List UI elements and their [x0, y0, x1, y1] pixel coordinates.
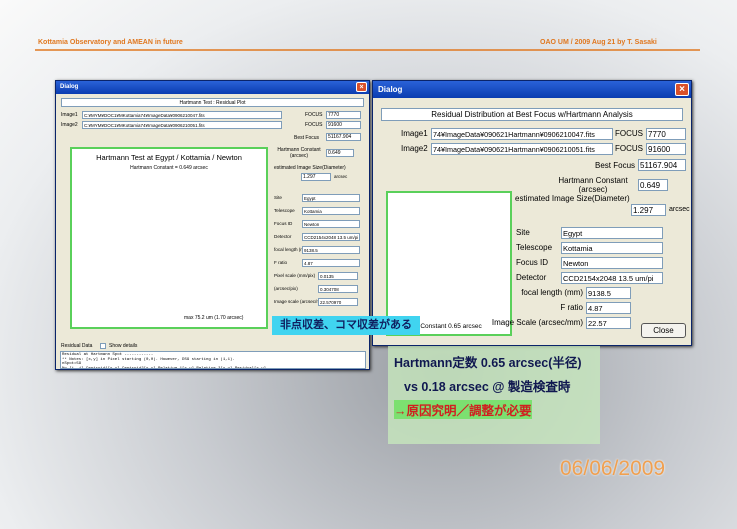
header-right: OAO UM / 2009 Aug 21 by T. Sasaki	[540, 39, 657, 46]
field-label: Detector	[274, 234, 292, 239]
plot-area: Hartmann Constant 0.65 arcsec	[386, 191, 512, 336]
log-line: Residual at Hartmann Spot ------------	[62, 353, 154, 357]
field-label: F ratio	[274, 260, 288, 265]
header-left: Kottamia Observatory and AMEAN in future	[38, 39, 183, 46]
focus-label: FOCUS	[305, 122, 323, 128]
heading: Hartmann Test : Residual Plot	[61, 98, 364, 107]
field-label: F ratio	[560, 303, 583, 312]
size-unit: arcsec	[334, 174, 348, 179]
field-value: 4.87	[302, 259, 360, 267]
heading: Residual Distribution at Best Focus w/Ha…	[381, 108, 683, 121]
best-focus-label: Best Focus	[595, 161, 636, 170]
field-value: CCD2154x2048 13.5 um/pi	[302, 233, 360, 241]
field-value: Newton	[302, 220, 360, 228]
field-label: Site	[274, 195, 282, 200]
plot-area: Hartmann Test at Egypt / Kottamia / Newt…	[70, 147, 268, 329]
focus-value: 7770	[326, 111, 361, 119]
field-label: Focus ID	[516, 258, 549, 267]
focus-value: 91600	[326, 121, 361, 129]
plot-label: Hartmann Constant 0.65 arcsec	[390, 323, 482, 330]
image-label: Image2	[401, 144, 428, 153]
field-value: Kottamia	[561, 242, 663, 254]
field-value: 0.0135	[318, 272, 358, 280]
image-path: 74¥ImageData¥090621Hartmann¥0906210047.f…	[431, 128, 613, 140]
field-label: Pixel scale (mm/pix)	[274, 273, 316, 278]
left-dialog: Dialog × Hartmann Test : Residual Plot Imag…	[55, 80, 370, 370]
field-value: 0.304708	[318, 285, 358, 293]
size: 1.297	[301, 173, 331, 181]
field-value: Newton	[561, 257, 663, 269]
log-area: Residual at Hartmann Spot ------------ *…	[60, 351, 366, 369]
size-label: estimated Image Size(Diameter)	[274, 165, 346, 171]
focus-value: 91600	[646, 143, 686, 155]
best-focus: 51167.904	[326, 133, 361, 141]
log-line: nSpot=59	[62, 362, 82, 367]
residual-data: Residual Data	[61, 343, 93, 349]
field-value: CCD2154x2048 13.5 um/pi	[561, 272, 663, 284]
constant-label: Hartmann Constant (arcsec)	[558, 176, 628, 194]
image-path: 74¥ImageData¥090621Hartmann¥0906210051.f…	[431, 143, 613, 155]
show-details: Show details	[109, 343, 138, 349]
title-bar: Dialog	[373, 81, 691, 98]
focus-label: FOCUS	[305, 112, 323, 118]
close-button[interactable]: ×	[675, 83, 689, 96]
field-value: 4.87	[586, 302, 631, 314]
size-label: estimated Image Size(Diameter)	[515, 194, 630, 203]
field-label: (arcsec/pix)	[274, 286, 298, 291]
field-value: 9138.5	[302, 246, 360, 254]
image-path: C:¥MYM¥DOC1¥MKottamia74¥ImageData¥090621…	[82, 111, 282, 119]
image-label: Image2	[61, 122, 78, 128]
constant: 0.649	[326, 149, 354, 157]
image-label: Image1	[401, 129, 428, 138]
focus-label: FOCUS	[615, 144, 643, 153]
note-box: Hartmann定数 0.65 arcsec(半径) vs 0.18 arcsec…	[388, 346, 600, 444]
callout: 非点収差、コマ収差がある	[272, 316, 420, 335]
right-dialog: Dialog × Residual Distribution at Best Foc…	[372, 80, 692, 346]
field-label: Telescope	[516, 243, 553, 252]
constant: 0.649	[638, 179, 668, 191]
plot-note: max 75.2 um (1.70 arcsec)	[184, 315, 244, 321]
focus-label: FOCUS	[615, 129, 643, 138]
note-line: →原因究明／調整が必要	[394, 400, 532, 419]
date: 06/06/2009	[560, 457, 666, 480]
field-label: Focus ID	[274, 221, 293, 226]
field-label: Image scale (arcsec/mm)	[274, 299, 326, 304]
field-value: Kottamia	[302, 207, 360, 215]
image-path: C:¥MYM¥DOC1¥MKottamia74¥ImageData¥090621…	[82, 121, 282, 129]
field-value: 22.570970	[318, 298, 358, 306]
field-value: 22.57	[586, 317, 631, 329]
field-label: Detector	[516, 273, 547, 282]
best-focus-label: Best Focus	[294, 135, 320, 141]
field-value: Egypt	[561, 227, 663, 239]
plot-subtitle: Hartmann Constant = 0.649 arcsec	[130, 165, 208, 171]
field-value: Egypt	[302, 194, 360, 202]
field-label: Site	[516, 228, 530, 237]
field-value: 9138.5	[586, 287, 631, 299]
log-line: No.[i, j] Centroid1[x,y] Centroid2[x,y] …	[62, 366, 267, 369]
note-line: Hartmann定数 0.65 arcsec(半径)	[394, 356, 582, 370]
close-button[interactable]: Close	[641, 323, 686, 338]
field-label: Telescope	[274, 208, 295, 213]
note-line: vs 0.18 arcsec @ 製造検査時	[404, 380, 571, 394]
size-unit: arcsec	[669, 206, 690, 213]
checkbox[interactable]	[100, 343, 106, 349]
field-label: Image Scale (arcsec/mm)	[491, 318, 583, 327]
close-button[interactable]: ×	[356, 82, 367, 92]
focus-value: 7770	[646, 128, 686, 140]
field-label: focal length (mm)	[274, 247, 310, 252]
best-focus: 51167.904	[638, 159, 686, 171]
plot-title: Hartmann Test at Egypt / Kottamia / Newt…	[96, 153, 242, 162]
size: 1.297	[631, 204, 666, 216]
field-label: focal length (mm)	[521, 288, 583, 297]
title-bar: Dialog	[56, 81, 369, 94]
image-label: Image1	[61, 112, 78, 118]
constant-label: Hartmann Constant (arcsec)	[277, 147, 321, 159]
log-line: ** Notes: [x,y] in Pixel starting (0,0).…	[62, 357, 235, 362]
